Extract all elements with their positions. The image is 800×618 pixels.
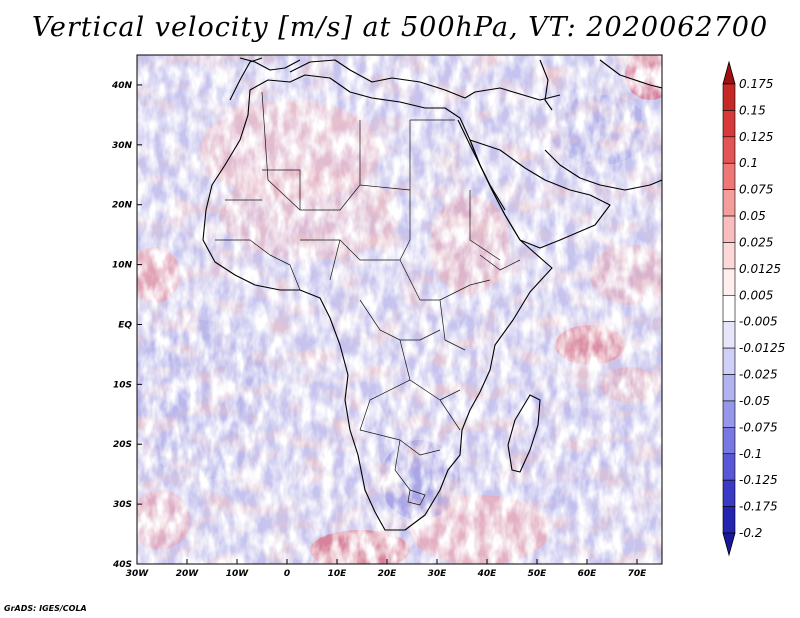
lat-tick-label: 40S bbox=[112, 560, 132, 570]
colorbar-segment bbox=[722, 162, 736, 190]
iberia bbox=[239, 57, 301, 71]
colorbar-segment bbox=[722, 242, 736, 270]
lat-tick-label: 20S bbox=[113, 440, 132, 450]
colorbar-segment bbox=[722, 268, 736, 296]
country-borders bbox=[215, 91, 521, 491]
colorbar-label: -0.025 bbox=[739, 368, 778, 382]
colorbar-label: -0.0125 bbox=[739, 341, 785, 355]
colorbar-segment bbox=[722, 215, 736, 243]
colorbar-segment bbox=[722, 347, 736, 375]
lat-tick-label: 30N bbox=[112, 141, 133, 151]
colorbar-label: 0.025 bbox=[739, 235, 773, 249]
map-title: Vertical velocity [m/s] at 500hPa, VT: 2… bbox=[31, 12, 769, 43]
arabian-peninsula bbox=[469, 139, 611, 249]
lon-tick-label: 20W bbox=[176, 569, 200, 579]
lon-tick-label: 50E bbox=[528, 569, 548, 579]
colorbar-segment bbox=[722, 453, 736, 481]
colorbar-label: 0.05 bbox=[739, 209, 766, 223]
lat-tick-label: 40N bbox=[111, 81, 133, 91]
colorbar-top-arrow bbox=[722, 60, 736, 85]
lat-tick-label: EQ bbox=[118, 320, 132, 330]
lon-tick-label: 10E bbox=[328, 569, 348, 579]
colorbar-segment bbox=[722, 374, 736, 402]
colorbar-label: -0.125 bbox=[739, 473, 778, 487]
lat-tick-label: 20N bbox=[112, 201, 133, 211]
lon-tick-label: 20E bbox=[378, 569, 398, 579]
lat-tick-label: 30S bbox=[113, 500, 132, 510]
colorbar-segment bbox=[722, 294, 736, 323]
colorbar-segment bbox=[722, 83, 736, 111]
africa-coastline bbox=[202, 74, 553, 531]
colorbar-segment bbox=[722, 506, 736, 534]
colorbar-label: 0.15 bbox=[739, 103, 766, 117]
lon-tick-label: 70E bbox=[628, 569, 648, 579]
caspian bbox=[539, 59, 553, 111]
europe-coast bbox=[229, 57, 662, 101]
colorbar-segment bbox=[722, 479, 736, 507]
colorbar-label: 0.125 bbox=[739, 130, 773, 144]
colorbar-label: -0.2 bbox=[739, 526, 762, 540]
colorbar-segment bbox=[722, 321, 736, 349]
lon-tick-label: 0 bbox=[284, 569, 290, 579]
lon-tick-label: 60E bbox=[578, 569, 598, 579]
colorbar-label: -0.1 bbox=[739, 447, 762, 461]
colorbar-label: -0.075 bbox=[739, 420, 778, 434]
colorbar-label: 0.005 bbox=[739, 288, 773, 302]
credit-text: GrADS: IGES/COLA bbox=[4, 604, 87, 613]
lon-tick-label: 40E bbox=[477, 569, 498, 579]
red-sea bbox=[457, 119, 506, 211]
colorbar-segment bbox=[722, 189, 736, 217]
colorbar-segment bbox=[722, 400, 736, 428]
colorbar-segment bbox=[722, 427, 736, 455]
colorbar-label: -0.05 bbox=[739, 394, 770, 408]
colorbar-label: -0.175 bbox=[739, 500, 778, 514]
vertical-velocity-field bbox=[137, 55, 662, 564]
colorbar-label: -0.005 bbox=[739, 315, 778, 329]
lon-tick-label: 10W bbox=[226, 569, 250, 579]
colorbar-label: 0.1 bbox=[739, 156, 758, 170]
lon-tick-label: 30E bbox=[428, 569, 448, 579]
madagascar bbox=[507, 394, 541, 473]
lat-tick-label: 10N bbox=[112, 261, 133, 271]
colorbar: 0.175 0.15 0.125 0.1 0.075 0.05 0.025 0.0125 0.0… bbox=[722, 60, 785, 557]
lon-tick-label: 30W bbox=[126, 569, 150, 579]
lat-tick-label: 10S bbox=[113, 380, 132, 390]
colorbar-segment bbox=[722, 110, 736, 138]
persian-gulf bbox=[544, 149, 662, 191]
colorbar-bottom-arrow bbox=[722, 532, 736, 557]
colorbar-label: 0.0125 bbox=[739, 262, 781, 276]
colorbar-label: 0.075 bbox=[739, 183, 773, 197]
lesotho-border bbox=[407, 489, 426, 506]
colorbar-label: 0.175 bbox=[739, 77, 773, 91]
colorbar-segment bbox=[722, 136, 736, 164]
map-frame bbox=[136, 54, 663, 565]
